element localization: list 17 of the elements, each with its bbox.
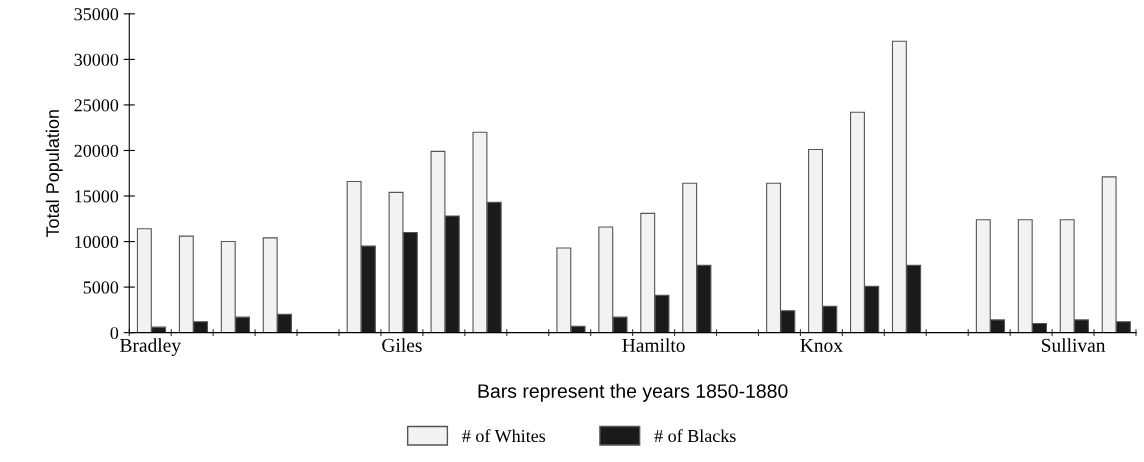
y-tick-label: 35000 bbox=[74, 8, 119, 21]
x-axis-title: Bars represent the years 1850-1880 bbox=[478, 383, 788, 402]
y-tick-label: 15000 bbox=[75, 190, 119, 203]
y-tick-label: 25000 bbox=[74, 99, 119, 112]
y-tick-label: 20000 bbox=[74, 144, 119, 157]
x-tick-label: Hamilto bbox=[622, 338, 685, 352]
y-tick-label: 5000 bbox=[83, 281, 119, 294]
x-tick-label: Knox bbox=[800, 338, 843, 352]
y-tick-label: 30000 bbox=[74, 53, 119, 66]
y-axis-title: Total Population bbox=[45, 110, 63, 238]
x-tick-label: Giles bbox=[382, 338, 422, 352]
y-tick-label: 10000 bbox=[75, 235, 119, 248]
legend-label: # of Whites bbox=[462, 429, 546, 443]
legend-label: # of Blacks bbox=[654, 429, 736, 443]
x-tick-label: Bradley bbox=[120, 338, 181, 356]
y-tick-label: 0 bbox=[110, 326, 119, 340]
x-tick-label: Sullivan bbox=[1041, 338, 1106, 352]
